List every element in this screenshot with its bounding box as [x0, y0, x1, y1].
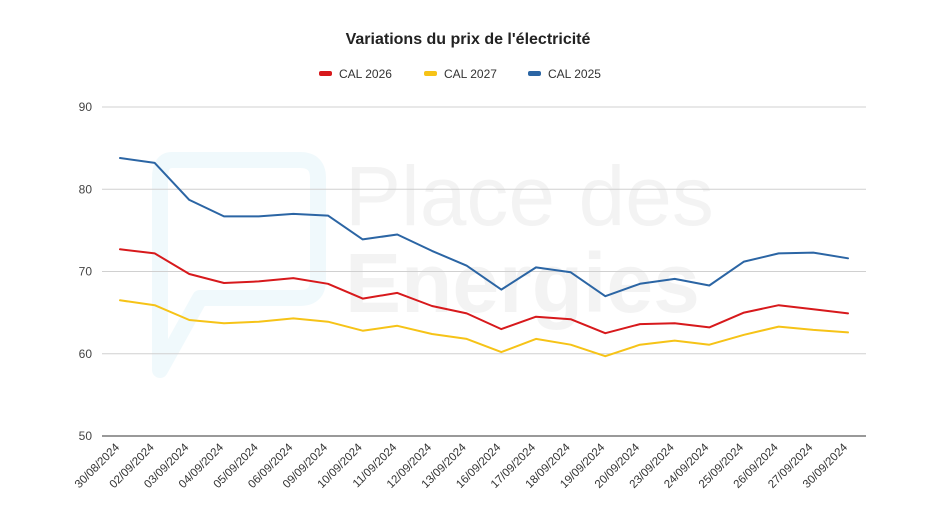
- y-tick-label: 50: [79, 429, 93, 443]
- series-lines: [119, 157, 849, 358]
- series-line-cal-2027: [119, 299, 849, 358]
- legend-label: CAL 2026: [339, 67, 392, 81]
- gridlines: [102, 106, 866, 437]
- y-axis-ticks: 50 60 70 80 90: [79, 100, 93, 443]
- y-tick-label: 70: [79, 265, 93, 279]
- legend-swatch: [424, 71, 437, 76]
- y-tick-label: 60: [79, 347, 93, 361]
- legend-swatch: [528, 71, 541, 76]
- y-tick-label: 90: [79, 100, 93, 114]
- legend-label: CAL 2025: [548, 67, 601, 81]
- legend-label: CAL 2027: [444, 67, 497, 81]
- series-line-cal-2026: [119, 248, 849, 335]
- watermark-logo-icon: [152, 152, 326, 378]
- legend-swatch: [319, 71, 332, 76]
- y-tick-label: 80: [79, 182, 93, 196]
- watermark: Place des Energies: [152, 149, 714, 378]
- legend: CAL 2026 CAL 2027 CAL 2025: [319, 67, 601, 81]
- x-axis-ticks: 30/08/202402/09/202403/09/202404/09/2024…: [73, 441, 851, 491]
- watermark-line1: Place des: [345, 149, 714, 243]
- series-line-cal-2025: [119, 157, 849, 298]
- chart-title: Variations du prix de l'électricité: [346, 31, 591, 48]
